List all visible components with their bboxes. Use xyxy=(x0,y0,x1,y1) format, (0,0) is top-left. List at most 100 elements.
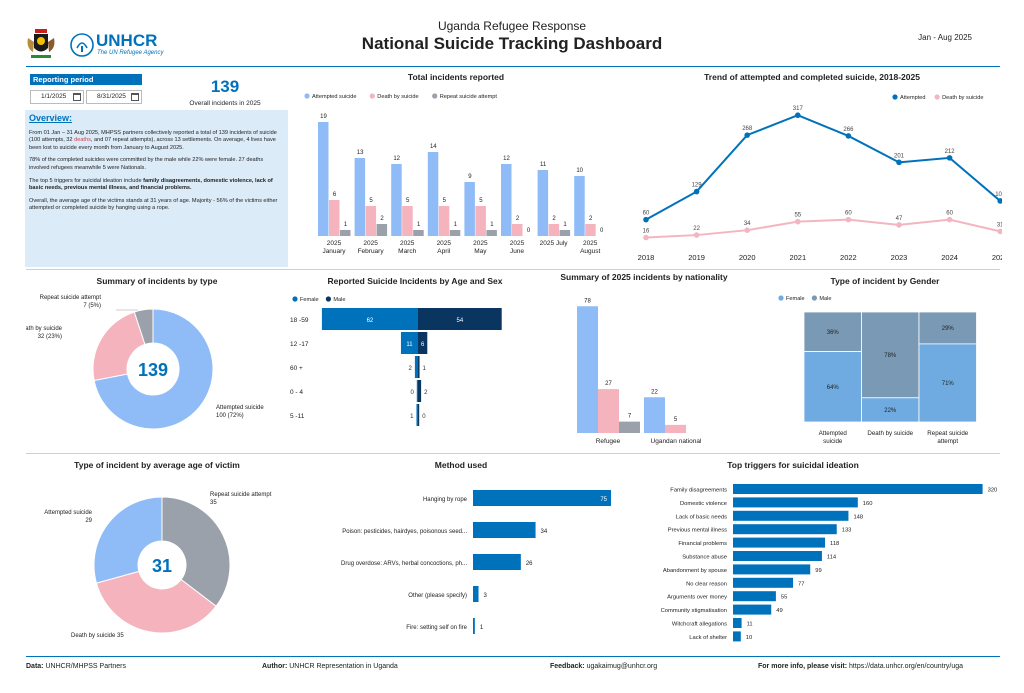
avg-age-slice-value: 29 xyxy=(85,518,92,524)
nationality-data-label: 5 xyxy=(674,417,678,423)
footer-more-link[interactable]: https://data.unhcr.org/en/country/uga xyxy=(849,663,964,670)
total-incidents-tick-label: 2025 xyxy=(510,240,525,247)
footer-divider xyxy=(26,656,1000,657)
age-sex-tick-label: 5 -11 xyxy=(290,413,305,420)
trend-data-label: 60 xyxy=(845,211,852,217)
total-incidents-data-label: 14 xyxy=(430,144,437,150)
triggers-bar xyxy=(733,497,858,508)
total-incidents-data-label: 1 xyxy=(490,222,494,228)
nationality-data-label: 22 xyxy=(651,389,658,395)
logo-tagline: The UN Refugee Agency xyxy=(97,50,164,56)
end-date-input[interactable]: 8/31/2025 xyxy=(86,90,142,104)
unhcr-logo: UNHCR The UN Refugee Agency xyxy=(70,31,180,61)
age-sex-female-bar xyxy=(321,308,418,330)
trend-data-label: 201 xyxy=(894,153,905,159)
method-bar xyxy=(473,586,479,602)
avg-age-slice xyxy=(161,496,231,607)
trend-legend-marker xyxy=(892,94,898,100)
age-sex-legend-marker xyxy=(325,296,331,302)
triggers-bar xyxy=(733,551,822,561)
end-date-value: 8/31/2025 xyxy=(97,93,126,100)
total-incidents-tick-label: 2025 xyxy=(583,240,598,247)
trend-data-label: 60 xyxy=(643,211,650,217)
by-type-slice xyxy=(133,308,154,345)
age-sex-legend-marker xyxy=(292,296,298,302)
age-sex-male-bar xyxy=(418,380,422,402)
triggers-bar xyxy=(733,484,983,494)
total-incidents-data-label: 1 xyxy=(563,222,567,228)
unhcr-emblem-icon xyxy=(70,33,94,57)
triggers-data-label: 99 xyxy=(815,568,821,574)
gender-female-segment xyxy=(803,351,862,423)
method-bar xyxy=(473,618,475,634)
overview-text: , and 07 repeat attempts), across 13 set… xyxy=(29,137,276,151)
age-sex-legend-label: Male xyxy=(333,297,345,303)
footer-feedback-link[interactable]: ugakaimug@unhcr.org xyxy=(586,663,658,670)
triggers-bar xyxy=(733,564,811,575)
avg-age-slice-label: Death by suicide 35 xyxy=(71,633,124,639)
avg-age-slice-value: 35 xyxy=(210,500,217,506)
triggers-bar xyxy=(733,618,742,628)
age-sex-female-value: 2 xyxy=(409,366,413,372)
total-incidents-data-label: 5 xyxy=(443,198,447,204)
trend-data-label: 106 xyxy=(995,192,1002,198)
trend-data-label: 31 xyxy=(997,222,1002,228)
calendar-icon[interactable] xyxy=(73,93,81,101)
trend-series-line xyxy=(645,114,1001,221)
nationality-tick-label: Ugandan national xyxy=(651,438,703,445)
trend-tick-label: 2020 xyxy=(739,253,756,262)
total-incidents-data-label: 12 xyxy=(393,156,400,162)
gender-female-segment xyxy=(918,343,977,423)
age-sex-chart: Reported Suicide Incidents by Age and Se… xyxy=(290,276,503,426)
trend-data-label: 266 xyxy=(843,127,854,133)
trend-point xyxy=(744,132,750,138)
age-sex-tick-label: 0 - 4 xyxy=(290,389,303,396)
triggers-bar xyxy=(733,631,741,642)
total-incidents-data-label: 10 xyxy=(576,168,583,174)
trend-data-label: 268 xyxy=(742,126,753,132)
trend-point xyxy=(693,188,700,195)
start-date-input[interactable]: 1/1/2025 xyxy=(30,90,84,104)
method-data-label: 75 xyxy=(600,497,607,503)
trend-point xyxy=(946,216,953,223)
total-incidents-legend-label: Death by suicide xyxy=(377,94,418,100)
gender-male-segment xyxy=(861,311,920,399)
nationality-data-label: 27 xyxy=(605,381,612,387)
trend-tick-label: 2023 xyxy=(891,253,908,262)
nationality-chart: Summary of 2025 incidents by nationality… xyxy=(560,272,727,445)
nationality-data-label: 7 xyxy=(628,414,632,420)
header-divider xyxy=(26,66,1000,67)
total-incidents-title: Total incidents reported xyxy=(408,72,504,82)
avg-age-center-label: 31 xyxy=(152,556,172,576)
total-incidents-bar xyxy=(413,230,424,236)
method-bar xyxy=(473,490,611,506)
overview-paragraph-3: The top 5 triggers for suicidal ideation… xyxy=(29,178,284,193)
overview-paragraph-2: 78% of the completed suicides were commi… xyxy=(29,157,264,171)
footer-author-label: Author: xyxy=(262,663,288,670)
by-type-center-label: 139 xyxy=(138,360,168,380)
total-incidents-bar xyxy=(438,206,450,236)
total-incidents-data-label: 0 xyxy=(527,228,531,234)
triggers-bar xyxy=(733,577,794,588)
triggers-chart: Top triggers for suicidal ideation Family… xyxy=(661,460,997,642)
method-chart: Method used Hanging by rope 75 Poison: pest… xyxy=(341,460,611,634)
avg-age-slice-label: Attempted suicide xyxy=(44,510,92,516)
age-sex-male-bar xyxy=(418,332,428,354)
overview-highlight: deaths xyxy=(74,137,91,144)
trend-point xyxy=(744,227,750,233)
trend-point xyxy=(795,112,801,119)
age-sex-female-value: 11 xyxy=(406,342,413,348)
gender-legend-marker xyxy=(778,295,784,301)
calendar-icon[interactable] xyxy=(131,93,139,101)
by-type-slice-label: Repeat suicide attempt xyxy=(40,295,102,301)
nationality-bar xyxy=(619,421,640,433)
trend-point xyxy=(845,216,852,223)
total-incidents-chart: Total incidents reported Attempted suicid… xyxy=(304,72,604,255)
method-data-label: 3 xyxy=(484,593,488,599)
age-sex-female-value: 1 xyxy=(410,414,414,420)
total-incidents-bar xyxy=(329,200,340,236)
total-incidents-bar xyxy=(365,206,377,236)
age-sex-legend-label: Female xyxy=(300,297,319,303)
gender-tick-label: Repeat suicide xyxy=(927,430,968,437)
method-tick-label: Hanging by rope xyxy=(423,497,468,503)
